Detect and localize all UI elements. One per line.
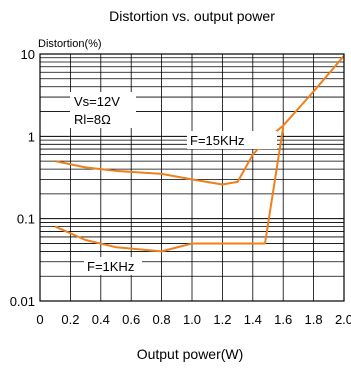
- y-axis-label: Distortion(%): [38, 38, 102, 50]
- x-tick-label: 0.2: [61, 312, 79, 327]
- x-tick-label: 1.8: [305, 312, 323, 327]
- y-tick-labels: 0.01 0.1 1 10: [10, 47, 35, 309]
- x-tick-label: 1.4: [244, 312, 262, 327]
- label-1khz-bg: [84, 257, 142, 275]
- x-tick-labels: 0 0.2 0.4 0.6 0.8 1.0 1.2 1.4 1.6 1.8 2.0: [36, 312, 351, 327]
- plot-frame: [39, 53, 345, 302]
- label-15khz-bg: [187, 131, 277, 149]
- series-line-0: [54, 55, 345, 186]
- x-tick-label: 1.0: [183, 312, 201, 327]
- chart-title: Distortion vs. output power: [109, 8, 275, 24]
- series-lines: [54, 55, 345, 253]
- condition-voltage: Vs=12V: [74, 94, 120, 109]
- x-tick-label: 1.6: [274, 312, 292, 327]
- condition-load: Rl=8Ω: [74, 112, 111, 127]
- x-tick-label: 0: [36, 312, 43, 327]
- y-tick-label: 0.01: [10, 294, 35, 309]
- x-axis-label: Output power(W): [137, 346, 244, 362]
- series-label-1khz: F=1KHz: [87, 259, 134, 274]
- x-tick-label: 1.2: [213, 312, 231, 327]
- x-tick-label: 0.6: [122, 312, 140, 327]
- series-line-1: [54, 126, 285, 253]
- conditions-box: [70, 92, 136, 128]
- y-tick-label: 10: [21, 47, 35, 62]
- x-tick-label: 2.0: [335, 312, 351, 327]
- y-tick-label: 1: [28, 129, 35, 144]
- x-tick-label: 0.4: [92, 312, 110, 327]
- x-tick-label: 0.8: [153, 312, 171, 327]
- y-tick-label: 0.1: [17, 212, 35, 227]
- series-label-15khz: F=15KHz: [190, 133, 245, 148]
